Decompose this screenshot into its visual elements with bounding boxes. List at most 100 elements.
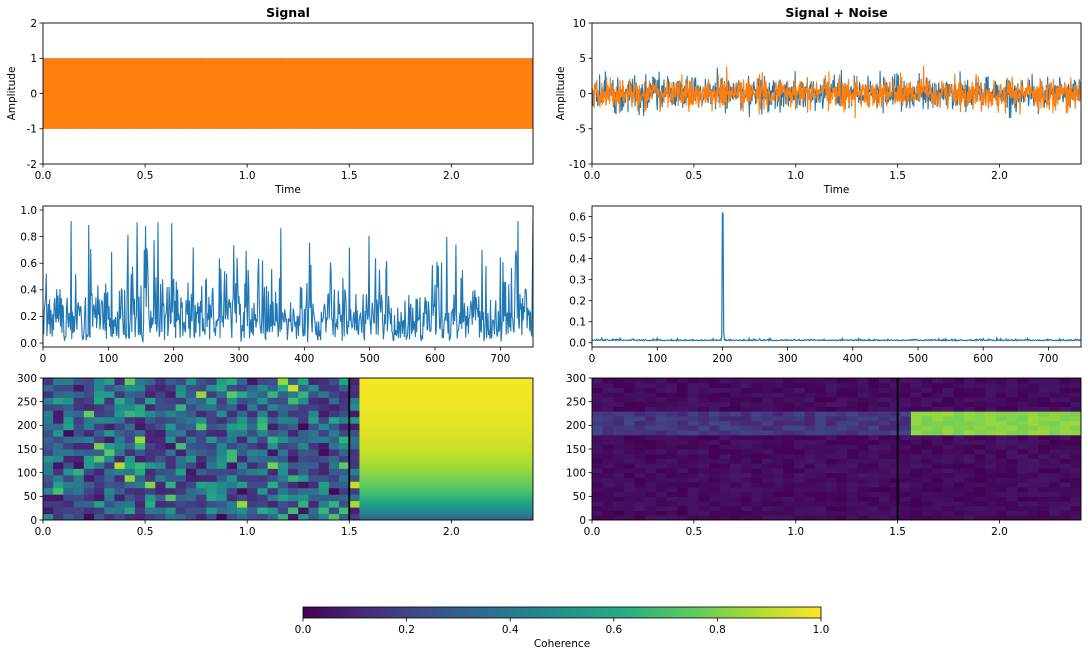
heatmap-cell [1070,463,1081,469]
heatmap-cell [277,449,289,456]
heatmap-cell [134,442,146,450]
heatmap-cell [900,401,912,407]
heatmap-cell [236,474,248,482]
heatmap-cell [613,378,625,384]
heatmap-cell [155,416,166,424]
heatmap-cell [921,477,933,483]
heatmap-cell [932,467,944,474]
heatmap-cell [257,410,269,418]
heatmap-cell [740,515,752,520]
heatmap-cell [277,474,289,482]
heatmap-cell [1027,425,1039,431]
heatmap-cell [645,463,657,469]
heatmap-cell [974,378,986,384]
heatmap-cell [666,449,678,455]
heatmap-cell [666,411,678,417]
heatmap-cell [236,494,248,502]
heatmap-cell [339,481,350,489]
heatmap-cell [592,501,604,507]
heatmap-cell [772,382,784,388]
heatmap-cell [698,501,710,507]
heatmap-cell [185,507,197,515]
heatmap-cell [889,444,901,450]
heatmap-cell [185,416,197,424]
heatmap-cell [328,449,340,456]
heatmap-cell [257,500,269,508]
heatmap-cell [730,425,742,431]
heatmap-cell [964,510,976,516]
heatmap-cell [1070,486,1081,493]
heatmap-cell [995,406,1008,412]
heatmap-cell [932,387,944,393]
heatmap-cell [836,510,848,516]
heatmap-cell [328,378,340,385]
heatmap-cell [772,491,784,497]
heatmap-cell [94,481,105,489]
heatmap-cell [847,482,859,488]
heatmap-cell [267,423,279,431]
heatmap-cell [1049,430,1061,436]
heatmap-cell [889,458,901,464]
heatmap-cell [236,384,248,392]
x-tick-label: 1.0 [239,526,256,538]
heatmap-cell [175,403,187,411]
heatmap-cell [83,481,95,489]
heatmap-cell [623,411,636,417]
heatmap-band-row [359,498,533,502]
heatmap-cell [134,416,146,424]
heatmap-cell [613,415,625,422]
heatmap-cell [94,403,105,411]
heatmap-cell [868,501,880,507]
heatmap-cell [592,458,604,464]
heatmap-cell [772,401,784,407]
heatmap-cell [985,491,997,497]
heatmap-cell [277,455,289,463]
heatmap-cell [953,472,965,478]
heatmap-cell [216,442,228,450]
heatmap-cell [964,453,976,459]
heatmap-cell [94,390,105,398]
heatmap-cell [804,392,816,398]
heatmap-cell [257,378,269,385]
heatmap-cell [247,468,258,476]
heatmap-cell [185,378,197,385]
heatmap-cell [602,378,614,384]
heatmap-cell [145,494,156,502]
heatmap-cell [43,481,54,489]
heatmap-cell [900,477,912,483]
heatmap-cell [645,453,657,459]
heatmap-cell [1017,420,1029,426]
heatmap-cell [836,430,848,436]
heatmap-cell [889,392,901,398]
heatmap-cell [247,436,258,444]
heatmap-cell [592,378,604,384]
heatmap-cell [953,411,965,417]
heatmap-cell [719,387,731,393]
heatmap-cell [708,458,721,464]
heatmap-cell [145,461,156,469]
heatmap-cell [288,390,299,398]
heatmap-cell [602,491,614,497]
heatmap-cell [985,406,997,412]
heatmap-cell [677,453,689,459]
heatmap-cell [1059,430,1071,436]
heatmap-cell [751,467,763,474]
heatmap-band-row [359,396,533,400]
heatmap-cell [932,411,944,417]
heatmap-cell [921,420,933,426]
heatmap-cell [772,472,784,478]
heatmap-cell [910,515,923,520]
heatmap-cell [825,453,837,459]
heatmap-band-row [359,427,533,431]
heatmap-cell [267,416,279,424]
heatmap-cell [804,477,816,483]
heatmap-cell [793,387,806,393]
heatmap-cell [73,487,85,495]
heatmap-cell [43,487,54,495]
heatmap-band-row [359,441,533,445]
x-tick-label: 2.0 [443,526,460,538]
heatmap-cell [847,477,859,483]
heatmap-cell [793,472,806,478]
heatmap-cell [185,500,197,508]
